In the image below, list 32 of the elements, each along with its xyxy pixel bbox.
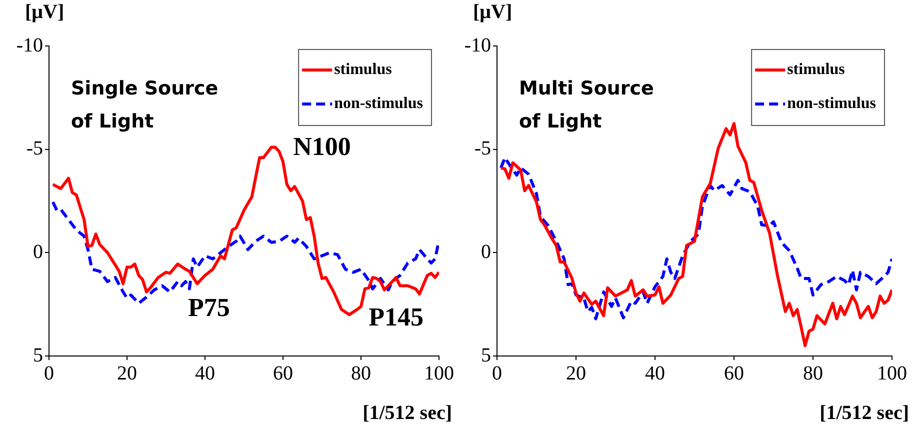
x-axis-title: [1/512 sec]: [820, 402, 909, 424]
annotation: P75: [188, 293, 230, 322]
legend-label: non-stimulus: [787, 95, 876, 112]
text: Multi Source of Light: [519, 77, 654, 132]
y-tick-label: -10: [16, 34, 43, 56]
annotation: N100: [293, 132, 351, 162]
x-tick-label: 20: [117, 362, 137, 384]
line-series: [499, 156, 892, 320]
y-axis-title: [μV]: [25, 1, 64, 24]
y-tick-label: 5: [33, 344, 43, 366]
x-tick-label: 100: [424, 362, 454, 384]
x-tick-label: 20: [566, 362, 586, 384]
legend-label: stimulus: [787, 61, 845, 78]
x-tick-label: 40: [195, 362, 215, 384]
x-tick-label: 60: [724, 362, 744, 384]
x-tick-label: 80: [803, 362, 823, 384]
x-tick-label: 40: [645, 362, 665, 384]
y-tick-label: -5: [26, 138, 43, 160]
x-tick-label: 100: [877, 362, 907, 384]
legend-label: stimulus: [334, 61, 392, 78]
x-tick-label: 80: [351, 362, 371, 384]
y-tick-label: -10: [464, 34, 491, 56]
legend-label: non-stimulus: [334, 95, 423, 112]
x-tick-label: 60: [273, 362, 293, 384]
y-tick-label: 5: [481, 344, 491, 366]
y-tick-label: 0: [33, 240, 43, 263]
y-tick-label: -5: [474, 138, 491, 160]
y-tick-label: 0: [481, 240, 491, 263]
annotation: P145: [368, 302, 424, 332]
y-axis-title: [μV]: [473, 1, 512, 24]
text: Single Source of Light: [71, 77, 218, 132]
x-axis-title: [1/512 sec]: [362, 402, 452, 424]
